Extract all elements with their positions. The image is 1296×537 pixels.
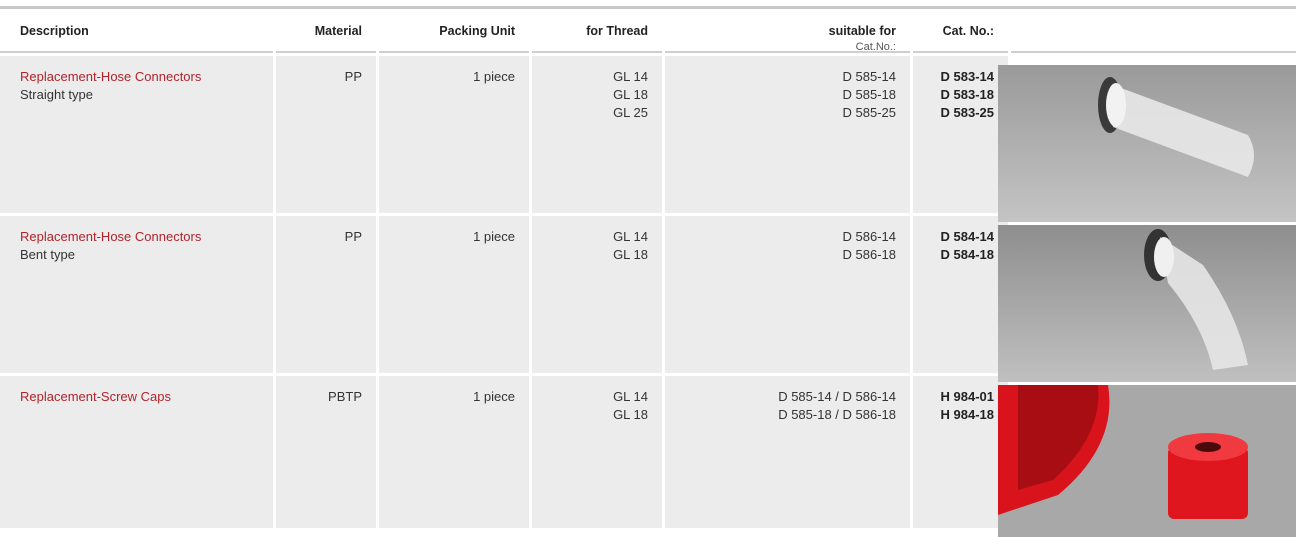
cat-no: H 984-01	[940, 389, 994, 404]
table-cell: Replacement-Screw Caps	[0, 376, 273, 528]
header-cell: Description	[0, 9, 273, 53]
table-cell: Replacement-Hose Connectors Straight type	[0, 56, 273, 213]
product-name: Replacement-Screw Caps	[20, 389, 172, 404]
for-thread: GL 25	[613, 105, 648, 120]
header-label: suitable for	[828, 24, 896, 38]
product-table: Description Material Packing Unit for Threa…	[0, 9, 1296, 537]
table-cell: D 586-14 D 586-18	[665, 216, 910, 373]
table-cell: GL 14 GL 18	[532, 216, 662, 373]
cat-no: D 583-14	[940, 69, 994, 84]
product-photo	[998, 385, 1296, 537]
packing-unit: 1 piece	[473, 69, 515, 84]
product-type: Straight type	[20, 87, 93, 102]
for-thread: GL 14	[613, 229, 648, 244]
suitable-for: D 585-14	[842, 69, 896, 84]
cat-no: D 584-18	[940, 247, 994, 262]
suitable-for: D 586-14	[842, 229, 896, 244]
suitable-for: D 586-18	[842, 247, 896, 262]
cat-no: D 584-14	[940, 229, 994, 244]
product-name: Replacement-Hose Connectors	[20, 229, 202, 244]
packing-unit: 1 piece	[473, 229, 515, 244]
table-cell: Replacement-Hose Connectors Bent type	[0, 216, 273, 373]
table-cell: H 984-01 H 984-18	[913, 376, 1008, 528]
top-rule	[0, 6, 1296, 9]
product-name: Replacement-Hose Connectors	[20, 69, 202, 84]
product-photo	[998, 225, 1296, 382]
table-cell: 1 piece	[379, 376, 529, 528]
cat-no: D 583-18	[940, 87, 994, 102]
header-cell: for Thread	[532, 9, 662, 53]
table-cell: 1 piece	[379, 56, 529, 213]
cat-no: D 583-25	[940, 105, 994, 120]
product-type: Bent type	[20, 247, 75, 262]
table-cell: GL 14 GL 18 GL 25	[532, 56, 662, 213]
header-cell: suitable for Cat.No.:	[665, 9, 910, 53]
for-thread: GL 18	[613, 407, 648, 422]
suitable-for: D 585-18	[842, 87, 896, 102]
material: PP	[344, 229, 362, 244]
header-label: Material	[314, 24, 362, 38]
table-cell: PP	[276, 56, 376, 213]
cat-no: H 984-18	[940, 407, 994, 422]
packing-unit: 1 piece	[473, 389, 515, 404]
header-cell: Packing Unit	[379, 9, 529, 53]
suitable-for: D 585-25	[842, 105, 896, 120]
table-cell: D 583-14 D 583-18 D 583-25	[913, 56, 1008, 213]
table-cell: GL 14 GL 18	[532, 376, 662, 528]
header-cell	[1011, 9, 1296, 53]
for-thread: GL 18	[613, 87, 648, 102]
header-label: for Thread	[586, 24, 648, 38]
header-cell: Cat. No.:	[913, 9, 1008, 53]
suitable-for: D 585-14 / D 586-14	[778, 389, 896, 404]
header-sublabel: Cat.No.:	[855, 41, 896, 53]
product-photo	[998, 65, 1296, 222]
table-cell: D 585-14 D 585-18 D 585-25	[665, 56, 910, 213]
material: PP	[344, 69, 362, 84]
material: PBTP	[328, 389, 362, 404]
for-thread: GL 18	[613, 247, 648, 262]
header-label: Cat. No.:	[942, 24, 994, 38]
table-cell: 1 piece	[379, 216, 529, 373]
table-cell: PBTP	[276, 376, 376, 528]
table-cell: PP	[276, 216, 376, 373]
header-label: Packing Unit	[439, 24, 515, 38]
header-cell: Material	[276, 9, 376, 53]
table-cell: D 584-14 D 584-18	[913, 216, 1008, 373]
for-thread: GL 14	[613, 69, 648, 84]
suitable-for: D 585-18 / D 586-18	[778, 407, 896, 422]
table-cell: D 585-14 / D 586-14 D 585-18 / D 586-18	[665, 376, 910, 528]
header-label: Description	[20, 24, 89, 38]
for-thread: GL 14	[613, 389, 648, 404]
